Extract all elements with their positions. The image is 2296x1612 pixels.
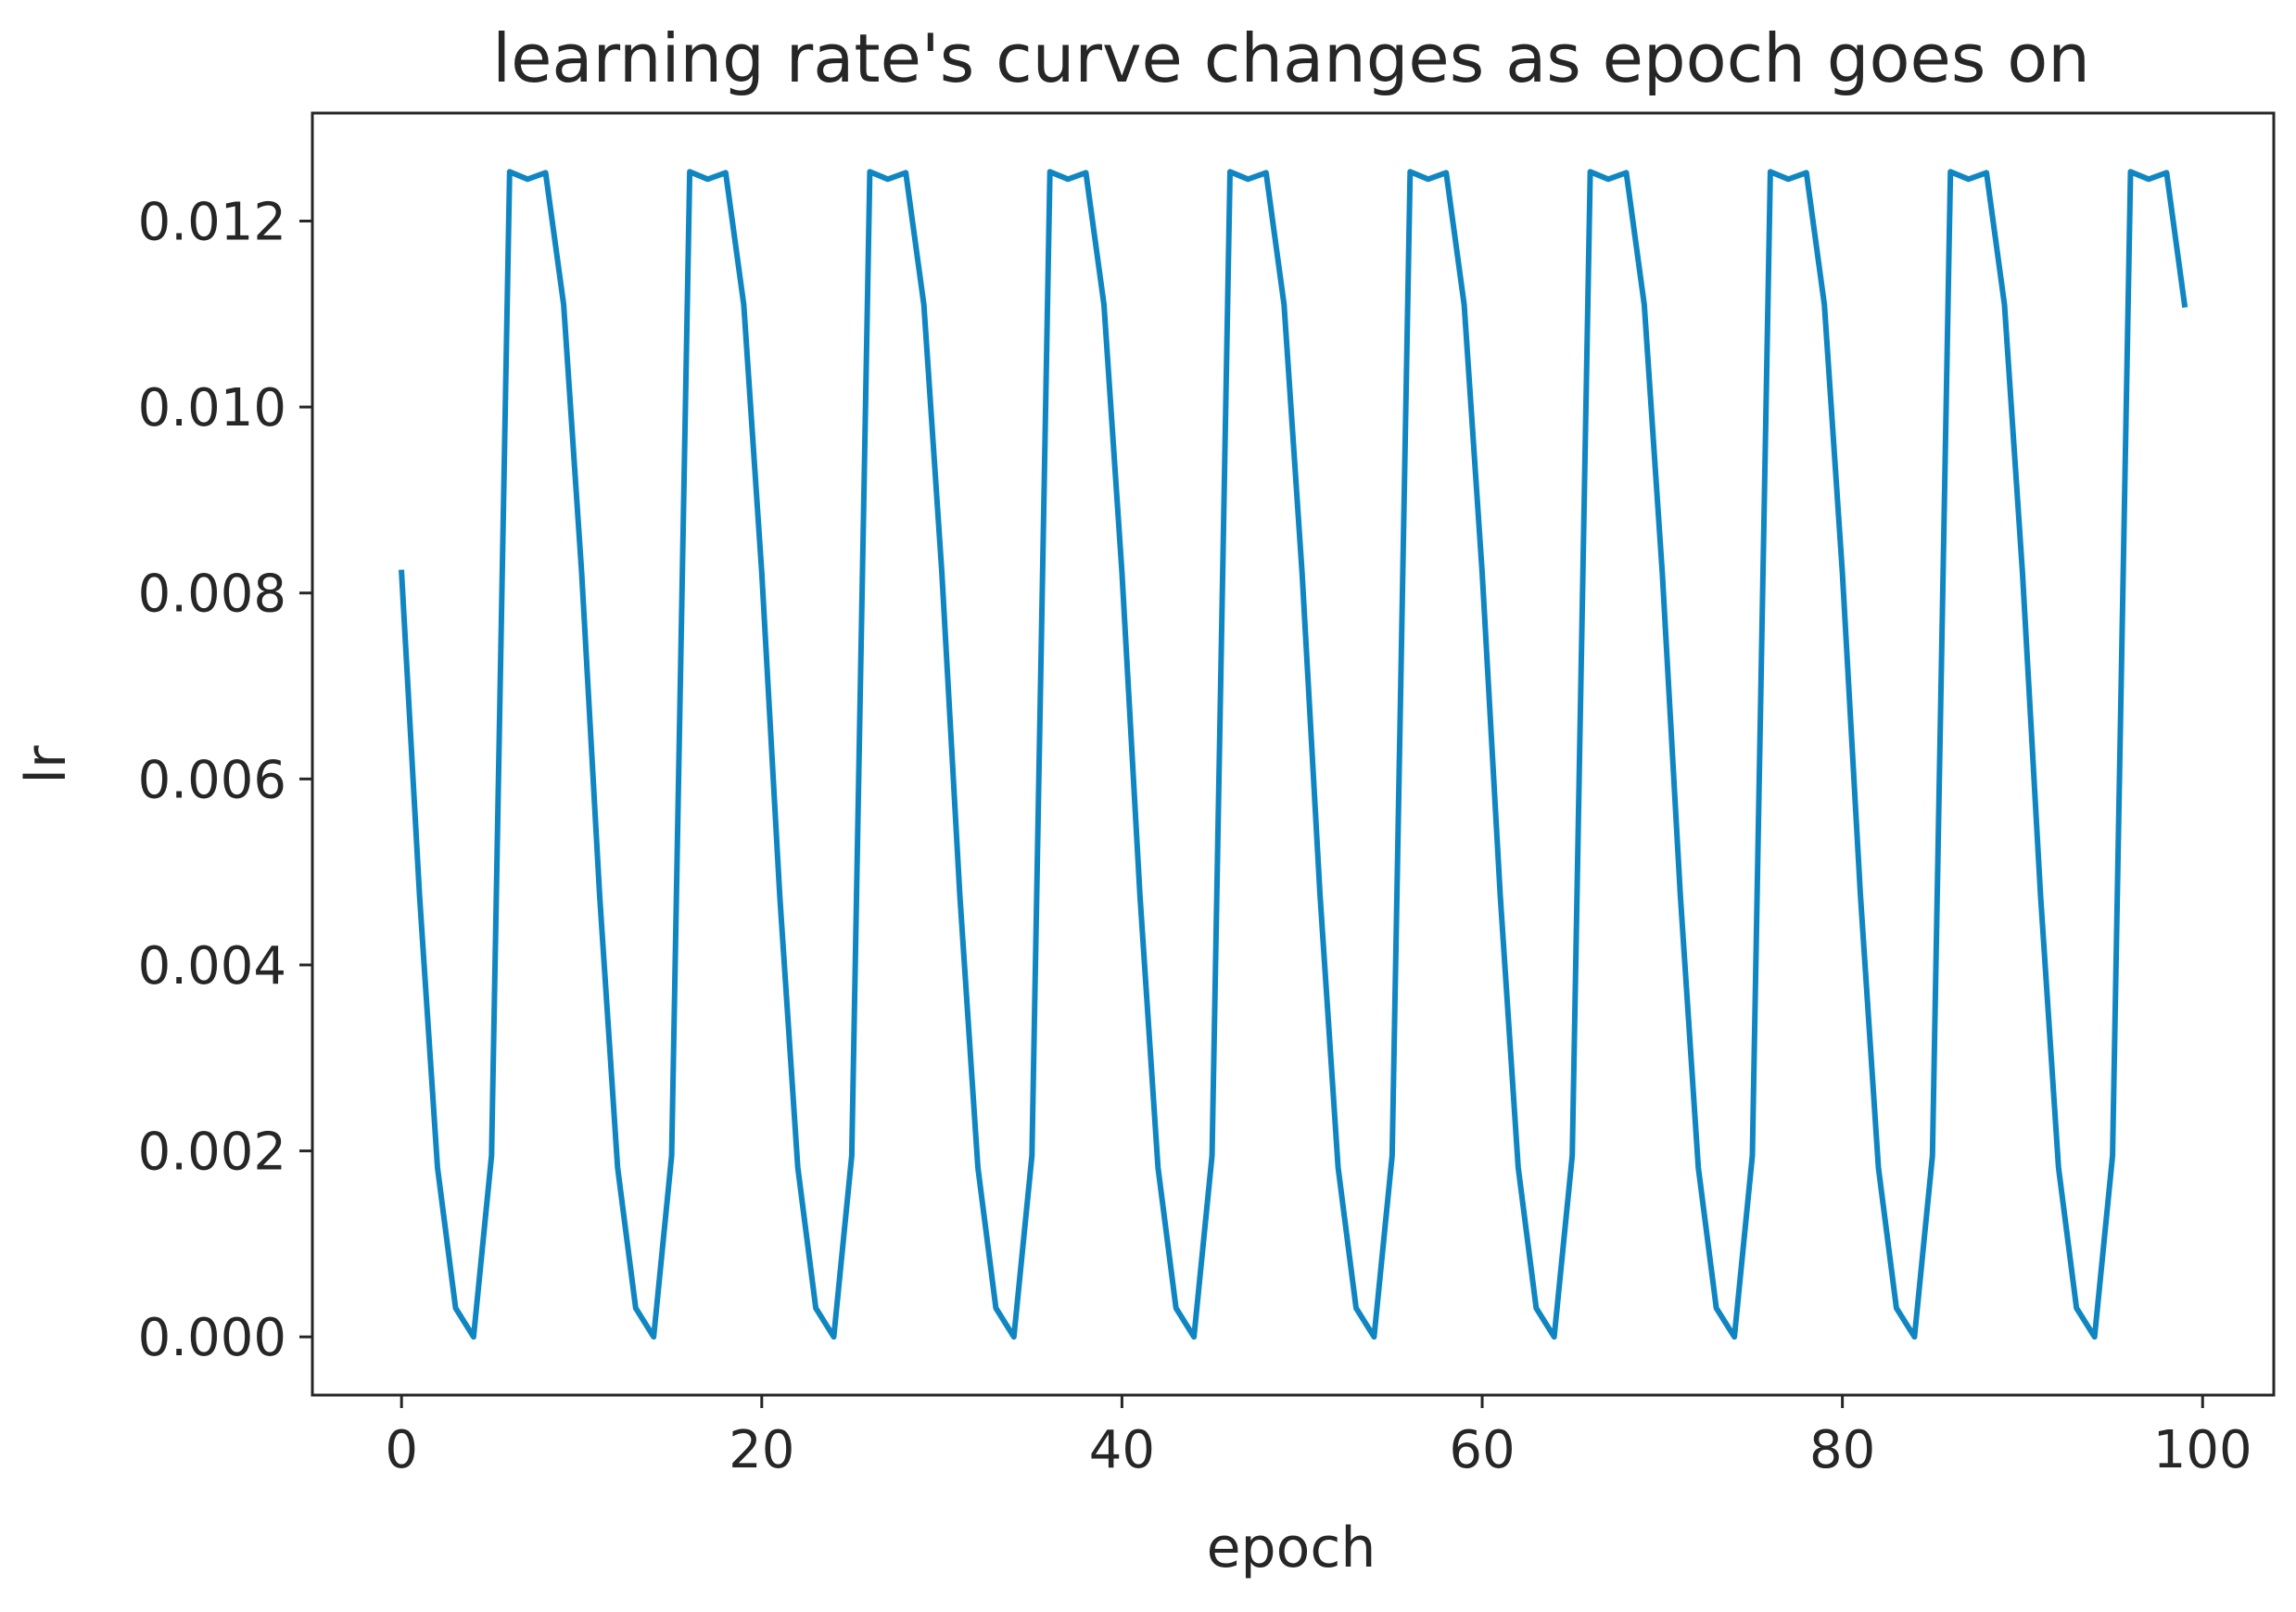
plot-area-frame [311,111,2276,1397]
x-tick-label: 80 [1809,1420,1875,1480]
y-tick-label: 0.002 [138,1123,286,1183]
y-tick-label: 0.006 [138,750,286,810]
x-tick-label: 20 [729,1420,794,1480]
x-tick-label: 60 [1449,1420,1515,1480]
x-tick-label: 40 [1089,1420,1155,1480]
chart-title: learning rate's curve changes as epoch g… [492,19,2090,97]
y-tick-label: 0.010 [138,378,286,438]
x-axis: 0 20 40 60 80 100 [385,1395,2252,1480]
x-axis-label: epoch [1207,1516,1376,1580]
x-tick-label: 100 [2153,1420,2252,1480]
x-tick-label: 0 [385,1420,418,1480]
y-axis-label: lr [14,745,79,784]
series-layer [399,169,2188,1340]
y-axis: 0.000 0.002 0.004 0.006 0.008 0.010 0.012 [138,192,312,1368]
y-tick-label: 0.000 [138,1308,286,1368]
y-tick-label: 0.008 [138,565,286,625]
y-tick-label: 0.004 [138,936,286,996]
y-tick-label: 0.012 [138,192,286,252]
lr-series-line [399,169,2188,1340]
